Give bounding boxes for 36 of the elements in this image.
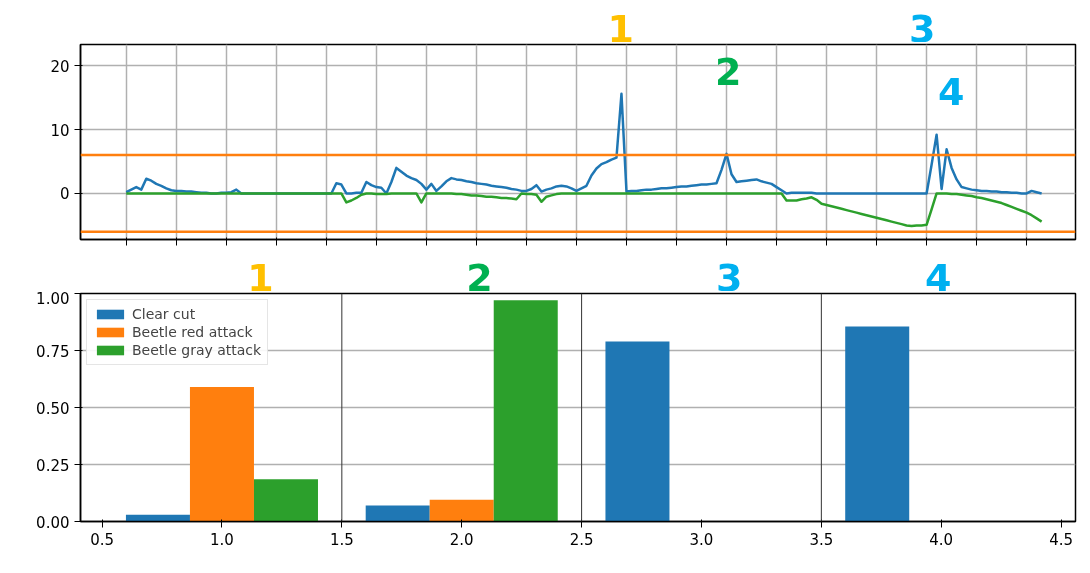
- y-tick-label: 0.25: [36, 456, 70, 475]
- annotation: 4: [924, 255, 952, 300]
- bar: [845, 326, 910, 522]
- annotation: 2: [466, 255, 493, 300]
- annotation: 3: [716, 255, 743, 300]
- annotation: 3: [909, 6, 936, 51]
- legend-label: Clear cut: [132, 306, 196, 322]
- x-tick-label: 1.5: [329, 530, 354, 549]
- x-tick-label: 0.5: [90, 530, 115, 549]
- x-tick-label: 2.5: [569, 530, 594, 549]
- x-tick-label: 3.0: [689, 530, 714, 549]
- y-tick-label: 10: [50, 121, 70, 140]
- x-tick-label: 4.5: [1049, 530, 1074, 549]
- y-tick-label: 0.00: [36, 513, 70, 532]
- legend-label: Beetle gray attack: [132, 342, 262, 358]
- bar: [253, 479, 318, 522]
- bar: [493, 300, 558, 522]
- annotation: 1: [247, 255, 274, 300]
- annotation: 4: [937, 69, 965, 114]
- line-series: [125, 192, 1043, 228]
- annotation: 2: [715, 50, 742, 95]
- bar: [189, 386, 254, 522]
- y-tick-label: 0.50: [36, 399, 70, 418]
- x-tick-label: 1.0: [210, 530, 234, 549]
- y-tick-label: 20: [50, 57, 70, 76]
- y-tick-label: 1.00: [36, 289, 70, 308]
- bar: [429, 499, 494, 522]
- x-tick-label: 2.0: [449, 530, 474, 549]
- y-tick-label: 0.75: [36, 342, 70, 361]
- legend-label: Beetle red attack: [132, 324, 253, 340]
- y-tick-label: 0: [59, 185, 70, 204]
- bar: [365, 505, 430, 522]
- bar: [605, 341, 670, 522]
- annotation: 1: [607, 6, 635, 51]
- x-tick-label: 3.5: [809, 530, 834, 549]
- x-tick-label: 4.0: [929, 530, 954, 549]
